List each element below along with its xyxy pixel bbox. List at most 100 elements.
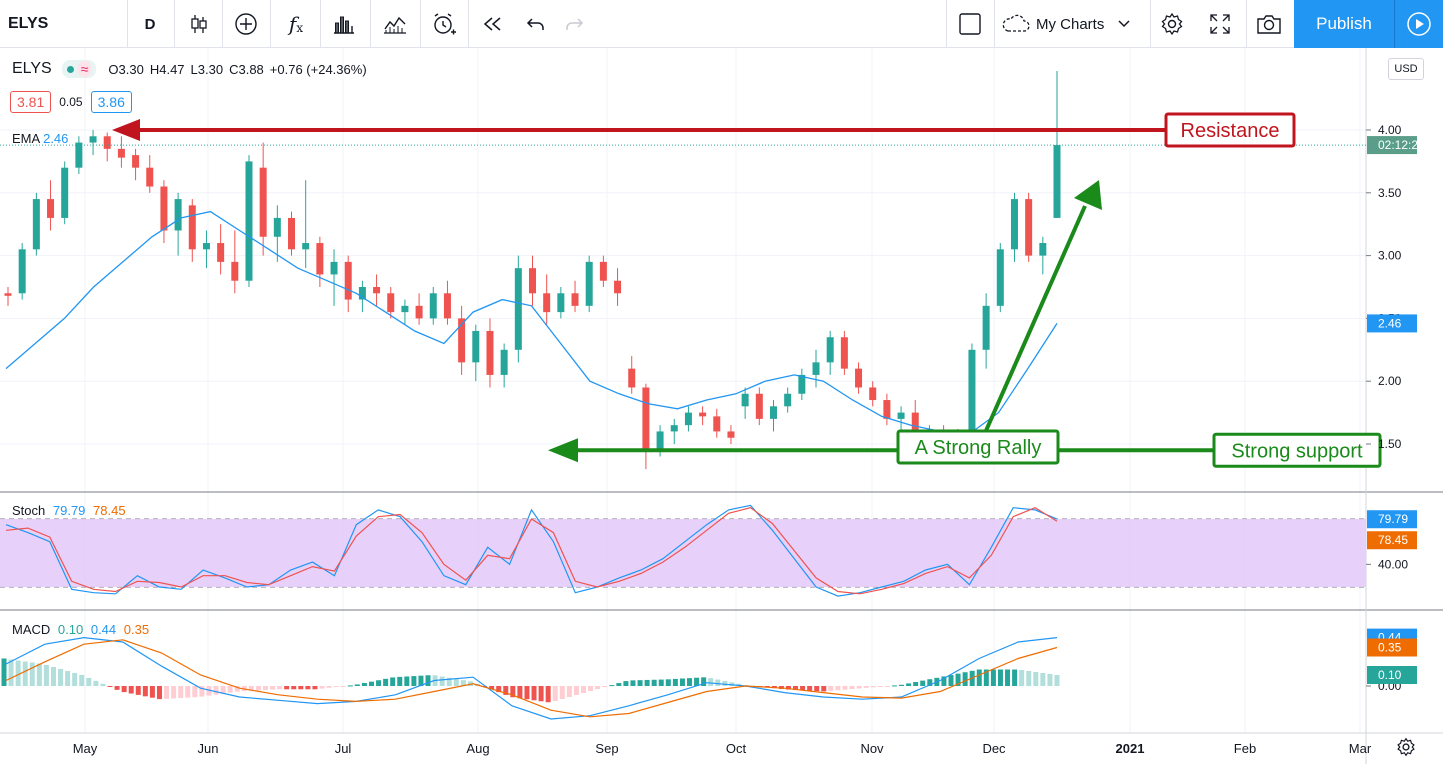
candle-body — [160, 186, 168, 231]
macd-hist-bar — [1033, 672, 1039, 686]
price-tick-label: 1.50 — [1378, 437, 1402, 451]
redo-icon[interactable] — [556, 0, 592, 48]
candle-body — [784, 393, 792, 407]
approx-icon: ≈ — [77, 61, 92, 77]
macd-hist-bar — [637, 680, 643, 686]
templates-icon[interactable] — [376, 0, 414, 48]
toolbar-divider — [994, 0, 995, 48]
macd-hist-bar — [340, 686, 346, 687]
camera-icon[interactable] — [1251, 0, 1287, 48]
candle-body — [684, 412, 692, 426]
macd-hist-bar — [990, 669, 996, 686]
ask-price[interactable]: 3.86 — [90, 91, 132, 113]
publish-button[interactable]: Publish — [1294, 0, 1394, 48]
price-tick-label: 3.00 — [1378, 249, 1402, 263]
legend-low: L3.30 — [190, 61, 224, 77]
candle-body — [599, 261, 607, 281]
macd-hist-bar — [1019, 670, 1025, 686]
expand-icon[interactable] — [1202, 0, 1238, 48]
macd-hist-bar — [842, 686, 848, 690]
macd-hist-bar — [291, 686, 297, 690]
macd-hist-bar — [573, 686, 579, 696]
candle-body — [373, 287, 381, 294]
legend-high: H4.47 — [149, 61, 185, 77]
candle-body — [358, 287, 366, 300]
fullscreen-square-icon[interactable] — [953, 0, 987, 48]
macd-hist-bar — [277, 686, 283, 690]
candle-body — [656, 431, 664, 451]
bid-price[interactable]: 3.81 — [10, 91, 52, 113]
macd-hist-bar — [679, 678, 685, 686]
cloud-icon — [1002, 14, 1030, 32]
macd-hist-bar — [15, 660, 21, 686]
settings-gear-icon[interactable] — [1154, 0, 1190, 48]
undo-icon[interactable] — [518, 0, 554, 48]
candle-body — [727, 431, 735, 438]
play-icon[interactable] — [1394, 0, 1443, 48]
macd-hist-bar — [234, 686, 240, 692]
macd-hist-bar — [220, 686, 226, 694]
macd-hist-bar — [552, 686, 558, 702]
macd-hist-bar — [149, 686, 155, 698]
candle-body — [982, 305, 990, 350]
candle-body — [245, 161, 253, 281]
rally-label: A Strong Rally — [915, 437, 1042, 459]
symbol-search-button[interactable]: ELYS — [8, 15, 49, 32]
candle-body — [855, 368, 863, 388]
candle-body — [132, 155, 140, 168]
candle-body — [628, 368, 636, 388]
candle-body — [557, 293, 565, 313]
compare-bars-icon[interactable] — [326, 0, 362, 48]
candle-body — [443, 293, 451, 319]
macd-hist-bar — [814, 686, 820, 692]
candle-body — [429, 293, 437, 319]
replay-icon[interactable] — [474, 0, 510, 48]
price-tick-label: 3.50 — [1378, 186, 1402, 200]
macd-hist-bar — [694, 677, 700, 686]
chart-canvas[interactable]: Resistance Strong support A Strong Rally 4… — [0, 48, 1443, 764]
candle-body — [486, 330, 494, 375]
candle-body — [1053, 145, 1061, 218]
alert-clock-icon[interactable] — [426, 0, 462, 48]
support-arrowhead — [548, 438, 578, 463]
macd-hist-bar — [460, 680, 466, 686]
macd-hist-bar — [65, 670, 71, 686]
toolbar-divider — [270, 0, 271, 48]
resistance-arrowhead — [112, 119, 140, 141]
main-legend: ELYS ≈ O3.30 H4.47 L3.30 C3.88 +0.76 (+2… — [12, 60, 367, 78]
ema-legend: EMA 2.46 — [12, 131, 68, 146]
macd-signal-badge-text: 0.35 — [1378, 641, 1402, 655]
macd-hist-bar — [1012, 669, 1018, 686]
settings-gear-small-icon[interactable] — [1396, 737, 1416, 762]
candle-body — [18, 249, 26, 294]
macd-hist-bar — [298, 686, 304, 690]
candle-body — [543, 293, 551, 313]
stoch-d-badge — [1367, 531, 1417, 550]
macd-hist-bar — [1047, 674, 1053, 686]
macd-hist-bar — [800, 686, 806, 691]
candle-body — [217, 243, 225, 262]
macd-hist-bar — [623, 681, 629, 686]
candle-body — [670, 425, 678, 432]
macd-hist-bar — [114, 686, 120, 690]
time-tick-label: Mar — [1349, 741, 1372, 756]
macd-hist-bar — [517, 686, 523, 699]
candle-body — [32, 199, 40, 250]
candle-body — [585, 261, 593, 306]
toolbar-divider — [1246, 0, 1247, 48]
macd-hist-bar — [305, 686, 311, 690]
interval-button[interactable]: D — [144, 15, 156, 33]
candles-icon[interactable] — [182, 0, 216, 48]
status-dot-icon — [66, 65, 74, 73]
candle-body — [996, 249, 1004, 306]
macd-hist-bar — [644, 679, 650, 686]
add-indicator-icon[interactable] — [229, 0, 263, 48]
market-status-badge[interactable]: ≈ — [61, 60, 97, 78]
macd-hist-bar — [630, 680, 636, 686]
my-charts-dropdown[interactable]: My Charts — [1000, 0, 1146, 48]
currency-label[interactable]: USD — [1388, 58, 1424, 80]
resistance-box — [1164, 112, 1296, 148]
macd-hist-bar — [121, 686, 127, 693]
time-tick-label: Aug — [466, 741, 489, 756]
